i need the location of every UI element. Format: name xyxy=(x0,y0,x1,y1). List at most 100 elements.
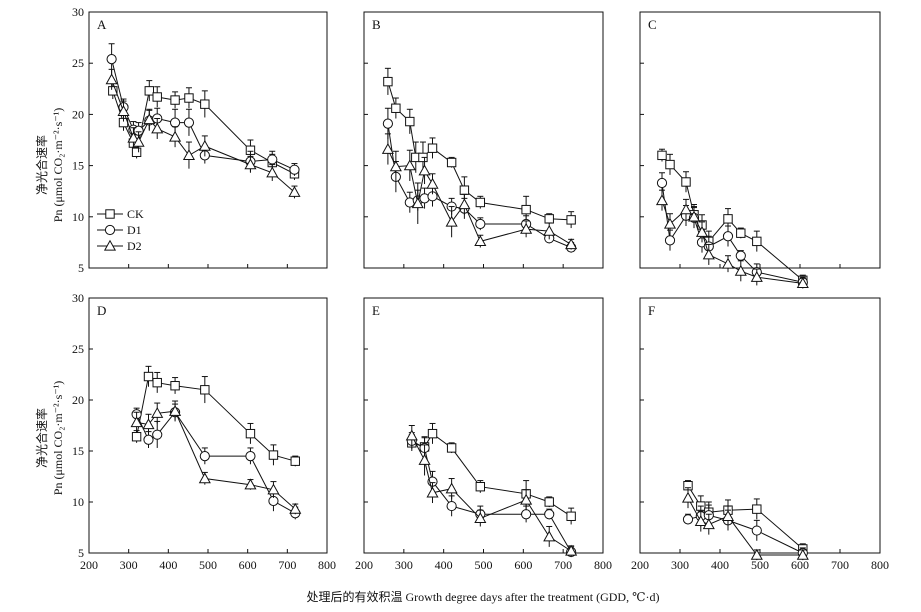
data-point-d1-d xyxy=(152,429,163,440)
y-axis-title-bottom-en: Pn (μmol CO₂·m⁻²·s⁻¹) xyxy=(51,381,65,495)
data-point-d2-e xyxy=(445,482,458,494)
data-point-ck-e xyxy=(427,428,438,439)
x-tick-label-d: 600 xyxy=(239,558,257,572)
data-point-ck-b xyxy=(521,204,531,215)
data-point-ck-a xyxy=(108,86,118,96)
data-point-d2-c xyxy=(702,248,715,260)
legend-marker-ck xyxy=(105,209,115,219)
data-point-d2-c xyxy=(750,270,763,282)
y-tick-label-d: 30 xyxy=(72,291,84,305)
x-tick-label-d: 300 xyxy=(120,558,138,572)
panels-group: 5 10 15 20 25 30 A B C 200 300 400 500 600 700 800 5 10 15… xyxy=(72,5,889,572)
data-point-d2-c xyxy=(721,257,735,269)
x-tick-label-e: 300 xyxy=(395,558,413,572)
y-tick-label-a: 30 xyxy=(72,5,84,19)
series-line-ck-d xyxy=(136,375,296,462)
data-point-d2-d xyxy=(142,418,155,430)
data-point-ck-b xyxy=(405,116,415,127)
data-point-ck-b xyxy=(459,185,470,195)
data-point-d2-c xyxy=(687,210,701,222)
data-point-ck-a xyxy=(170,95,180,105)
data-point-d1-a xyxy=(169,117,181,128)
data-point-d1-a xyxy=(267,154,278,165)
data-point-d1-e xyxy=(521,509,532,520)
data-point-ck-b xyxy=(391,103,401,113)
data-point-d1-a xyxy=(289,164,300,175)
panel-letter-a: A xyxy=(97,17,107,32)
data-point-d2-f xyxy=(796,548,809,560)
data-point-d1-f xyxy=(682,514,694,525)
x-tick-label-e: 800 xyxy=(594,558,612,572)
data-point-d1-d xyxy=(143,434,154,445)
data-point-d2-d xyxy=(198,472,211,484)
x-tick-label-f: 200 xyxy=(631,558,649,572)
series-d2-b xyxy=(381,133,578,250)
data-point-d2-b xyxy=(426,177,439,189)
series-d2-f xyxy=(681,487,809,561)
data-point-ck-e xyxy=(544,497,554,507)
data-point-d2-a xyxy=(127,131,140,143)
series-d2-e xyxy=(405,425,578,557)
data-point-ck-b xyxy=(475,197,486,208)
panel-letter-c: C xyxy=(648,17,657,32)
data-point-ck-d xyxy=(268,450,279,460)
x-axis-title: 处理后的有效积温 Growth degree days after the tr… xyxy=(307,589,660,604)
data-point-d2-b xyxy=(381,142,394,154)
data-point-d2-b xyxy=(474,235,487,247)
data-point-ck-f xyxy=(752,504,762,514)
data-point-ck-b xyxy=(544,214,554,224)
data-point-d2-a xyxy=(143,113,156,125)
x-tick-label-f: 700 xyxy=(831,558,849,572)
data-point-d1-a xyxy=(106,54,117,65)
x-tick-label-f: 300 xyxy=(671,558,689,572)
panel-frame-a xyxy=(88,11,328,269)
series-line-d2-e xyxy=(411,435,572,552)
data-point-ck-a xyxy=(131,147,142,157)
data-point-d1-c xyxy=(656,177,668,189)
data-point-d2-e xyxy=(418,453,431,465)
y-tick-label-a: 25 xyxy=(72,56,84,70)
data-point-d2-c xyxy=(655,194,669,206)
data-point-d2-d xyxy=(130,416,143,428)
data-point-ck-a xyxy=(152,92,162,102)
series-d2-a xyxy=(105,68,301,199)
series-d1-f xyxy=(682,504,808,559)
data-point-d1-c xyxy=(735,250,746,261)
data-point-d2-b xyxy=(418,164,431,176)
x-tick-label-e: 500 xyxy=(475,558,493,572)
x-tick-label-d: 500 xyxy=(199,558,217,572)
data-point-d1-b xyxy=(382,118,393,129)
data-point-d2-c xyxy=(734,264,747,276)
data-point-ck-a xyxy=(184,93,194,103)
data-point-d2-c xyxy=(796,277,809,289)
data-point-d1-d xyxy=(199,451,210,462)
y-axis-title-bottom-cn: 净光合速率 xyxy=(34,408,49,468)
data-point-d2-a xyxy=(105,73,118,85)
data-point-d2-b xyxy=(445,215,458,227)
series-line-d2-c xyxy=(661,200,803,284)
data-point-d2-f xyxy=(750,548,763,560)
data-point-d2-c xyxy=(663,217,677,229)
x-tick-label-e: 200 xyxy=(355,558,373,572)
series-ck-d xyxy=(131,365,300,467)
data-point-d2-f xyxy=(702,518,715,530)
data-point-d2-a xyxy=(117,105,130,116)
data-point-d2-f xyxy=(681,491,695,503)
data-point-d2-e xyxy=(426,486,439,498)
panel-a: 5 10 15 20 25 30 A xyxy=(72,5,328,275)
data-point-d2-f xyxy=(694,515,707,527)
data-point-ck-d xyxy=(245,428,256,439)
panel-e: 200 300 400 500 600 700 800 E xyxy=(355,297,612,572)
data-point-d2-a xyxy=(151,122,164,134)
data-point-d2-f xyxy=(721,510,735,521)
data-point-d2-e xyxy=(543,530,556,542)
data-point-d2-d xyxy=(169,404,182,416)
data-point-ck-d xyxy=(290,456,300,466)
data-point-ck-e xyxy=(566,511,576,521)
data-point-ck-e xyxy=(475,482,486,492)
data-point-d2-b xyxy=(403,159,416,171)
data-point-d2-b xyxy=(389,160,402,172)
y-tick-label-d: 10 xyxy=(72,495,84,509)
data-point-d2-a xyxy=(182,149,196,161)
data-point-d2-d xyxy=(151,407,164,418)
